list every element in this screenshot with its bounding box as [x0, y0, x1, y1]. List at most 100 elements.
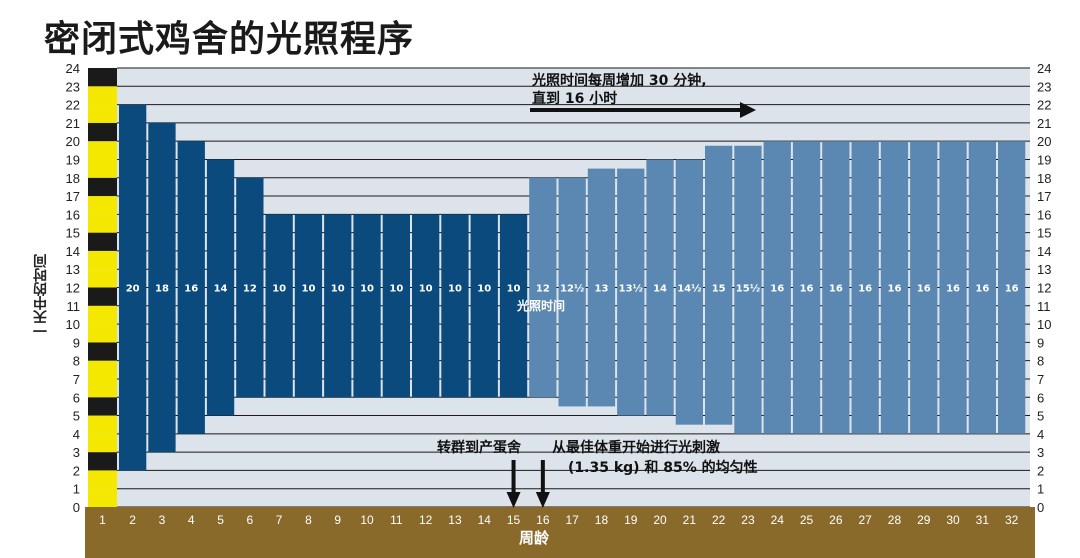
bar-label-week-29: 16: [917, 284, 931, 295]
stimulation-arrow-head: [535, 492, 550, 508]
annotation-increase-line1: 光照时间每周增加 30 分钟,: [532, 73, 707, 89]
y-tick-right-13: 13: [1037, 262, 1051, 277]
x-tick-week-27: 27: [858, 513, 872, 527]
y-tick-left-5: 5: [73, 409, 80, 424]
week1-hour-22: [88, 86, 117, 105]
bar-week-4: [177, 141, 205, 434]
week1-hour-15: [88, 214, 117, 233]
x-tick-week-7: 7: [276, 513, 283, 527]
bar-label-week-4: 16: [184, 284, 198, 295]
bar-week-19: [617, 168, 645, 416]
x-tick-week-2: 2: [129, 513, 136, 527]
bar-label-week-13: 10: [448, 284, 462, 295]
y-tick-right-10: 10: [1037, 317, 1051, 332]
bar-label-week-20: 14: [653, 284, 667, 295]
y-tick-left-10: 10: [66, 317, 80, 332]
y-tick-left-22: 22: [66, 98, 80, 113]
bar-label-week-6: 12: [243, 284, 257, 295]
bar-label-week-25: 16: [800, 284, 814, 295]
x-tick-week-19: 19: [624, 513, 638, 527]
x-tick-week-23: 23: [741, 513, 755, 527]
bar-label-week-22: 15: [712, 284, 726, 295]
x-tick-week-14: 14: [478, 513, 492, 527]
x-tick-week-10: 10: [360, 513, 374, 527]
y-tick-left-24: 24: [66, 61, 80, 76]
y-tick-left-0: 0: [73, 500, 80, 515]
y-tick-left-4: 4: [73, 427, 80, 442]
y-tick-left-6: 6: [73, 390, 80, 405]
bar-week-14: [470, 214, 498, 398]
bar-week-31: [968, 141, 996, 434]
week1-hour-18: [88, 159, 117, 178]
week1-hour-10: [88, 305, 117, 325]
bar-week-29: [910, 141, 938, 434]
x-tick-week-21: 21: [683, 513, 697, 527]
x-tick-week-1: 1: [99, 513, 106, 527]
bar-label-week-16: 12: [536, 284, 550, 295]
week1-hour-6: [88, 378, 117, 398]
week1-hour-20: [88, 122, 117, 142]
bar-week-10: [353, 214, 381, 398]
bar-week-20: [646, 159, 674, 416]
y-tick-right-8: 8: [1037, 354, 1044, 369]
week1-hour-5: [88, 397, 117, 416]
y-tick-right-19: 19: [1037, 152, 1051, 167]
bar-label-week-3: 18: [155, 284, 169, 295]
x-tick-week-13: 13: [448, 513, 462, 527]
bar-label-week-17: 12½: [560, 284, 584, 295]
week1-hour-8: [88, 342, 117, 361]
x-tick-week-16: 16: [536, 513, 550, 527]
bar-week-15: [499, 214, 528, 398]
y-tick-right-6: 6: [1037, 390, 1044, 405]
week1-hour-14: [88, 232, 117, 251]
bar-week-16: [529, 177, 557, 398]
x-tick-week-30: 30: [946, 513, 960, 527]
bar-label-week-27: 16: [858, 284, 872, 295]
bar-label-week-12: 10: [419, 284, 433, 295]
week1-hour-9: [88, 324, 117, 343]
increase-arrow-head: [740, 102, 756, 118]
week1-hour-11: [88, 287, 117, 306]
y-tick-right-3: 3: [1037, 445, 1044, 460]
annotation-stimulation-line1: 从最佳体重开始进行光刺激: [552, 440, 720, 456]
bar-week-28: [880, 141, 909, 434]
bar-week-13: [441, 214, 469, 398]
week1-hour-23: [88, 68, 117, 87]
y-tick-right-9: 9: [1037, 335, 1044, 350]
x-tick-week-32: 32: [1005, 513, 1019, 527]
y-tick-right-20: 20: [1037, 134, 1051, 149]
bar-week-3: [148, 122, 176, 453]
week1-hour-3: [88, 433, 117, 453]
bar-week-30: [939, 141, 967, 434]
photoperiod-label: 光照时间: [517, 299, 566, 313]
y-tick-right-22: 22: [1037, 98, 1051, 113]
annotation-increase-line2: 直到 16 小时: [532, 91, 618, 107]
x-tick-week-3: 3: [159, 513, 166, 527]
y-tick-right-23: 23: [1037, 79, 1051, 94]
bar-label-week-9: 10: [331, 284, 345, 295]
bar-week-5: [206, 159, 235, 416]
x-tick-week-4: 4: [188, 513, 195, 527]
y-tick-left-17: 17: [66, 189, 80, 204]
x-axis-band: 1 2 3 4 5 6 7 8 9 10 11 12 13 14 15 16 17 18 19 20 21 22 23 24 2…: [85, 507, 1035, 558]
x-band: [85, 507, 1035, 558]
annotation-stimulation-line2: (1.35 kg) 和 85% 的均匀性: [568, 460, 758, 476]
y-tick-left-21: 21: [66, 116, 80, 131]
y-tick-right-12: 12: [1037, 281, 1051, 296]
y-tick-left-1: 1: [73, 482, 80, 497]
bar-week-21: [675, 159, 703, 425]
bar-week-18: [587, 168, 616, 407]
light-bars: [119, 104, 1026, 471]
bar-week-17: [558, 177, 586, 407]
bar-label-week-18: 13: [594, 284, 608, 295]
bar-week-27: [851, 141, 879, 434]
bar-label-week-2: 20: [126, 284, 140, 295]
bar-week-11: [382, 214, 410, 398]
y-tick-left-11: 11: [67, 299, 81, 314]
week1-light-pattern: [88, 68, 117, 507]
week1-hour-0: [88, 488, 117, 507]
y-tick-right-7: 7: [1037, 372, 1044, 387]
y-tick-left-16: 16: [66, 207, 80, 222]
